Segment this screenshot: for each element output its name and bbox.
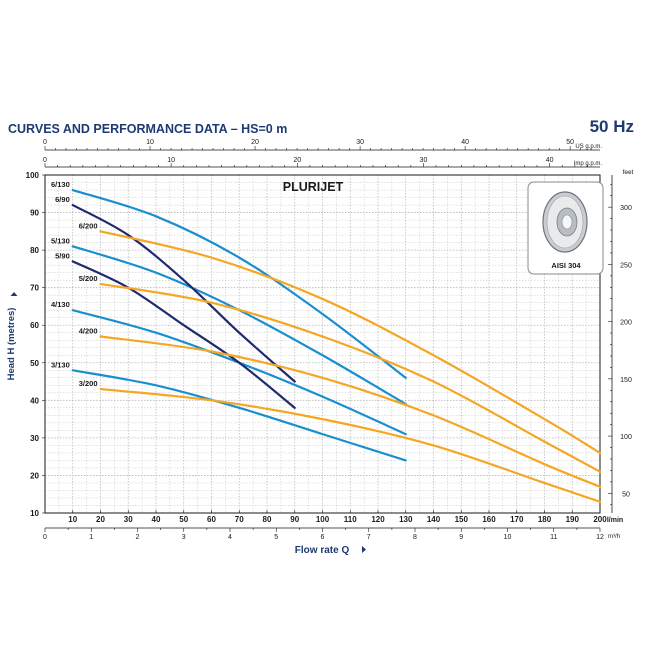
top-imp-tick-label: 30 xyxy=(420,157,428,164)
top-imp-tick-label: 0 xyxy=(43,157,47,164)
series-line-3-200 xyxy=(99,387,602,503)
right-tick-label: 150 xyxy=(620,377,632,384)
bottom-tick-label: 11 xyxy=(550,534,557,541)
y-tick-label: 20 xyxy=(30,471,39,480)
grid xyxy=(45,175,600,513)
series-line-5-90 xyxy=(71,260,296,409)
x-tick-label: 70 xyxy=(235,515,244,524)
x-tick-label: 120 xyxy=(371,515,385,524)
bottom-axis-unit: m³/h xyxy=(608,534,620,540)
top-tick-label: 40 xyxy=(461,139,469,146)
impeller-icon xyxy=(542,191,588,253)
y-tick-label: 90 xyxy=(30,209,39,218)
series-label-6-90: 6/90 xyxy=(55,195,70,204)
series-label-5-90: 5/90 xyxy=(55,251,70,260)
series-label-5-130: 5/130 xyxy=(51,236,70,245)
x-tick-label: 150 xyxy=(455,515,469,524)
top-tick-label: 50 xyxy=(566,139,574,146)
x-tick-label: 10 xyxy=(68,515,77,524)
y-tick-label: 70 xyxy=(30,284,39,293)
top-tick-label: 0 xyxy=(43,139,47,146)
y-tick-label: 50 xyxy=(30,359,39,368)
y-tick-label: 60 xyxy=(30,321,39,330)
bottom-tick-label: 0 xyxy=(43,534,47,541)
x-tick-label: 140 xyxy=(427,515,441,524)
page-title: CURVES AND PERFORMANCE DATA – HS=0 m xyxy=(8,122,288,136)
series-line-6-90 xyxy=(71,203,296,383)
bottom-tick-label: 5 xyxy=(274,534,278,541)
bottom-tick-label: 10 xyxy=(504,534,512,541)
x-tick-label: 130 xyxy=(399,515,413,524)
series-line-6-200 xyxy=(99,230,602,455)
series-label-4-200: 4/200 xyxy=(79,326,98,335)
impeller-bore xyxy=(561,214,573,230)
y-tick-label: 100 xyxy=(26,171,40,180)
bottom-tick-label: 6 xyxy=(321,534,325,541)
x-tick-label: 180 xyxy=(538,515,552,524)
right-tick-label: 200 xyxy=(620,320,632,327)
series-label-3-200: 3/200 xyxy=(79,379,98,388)
x-tick-label: 50 xyxy=(179,515,188,524)
series-label-4-130: 4/130 xyxy=(51,300,70,309)
y-tick-label: 40 xyxy=(30,396,39,405)
series-line-5-200 xyxy=(99,282,602,473)
x-axis-label: Flow rate Q xyxy=(295,545,350,556)
material-inset: AISI 304 xyxy=(527,181,604,275)
x-tick-label: 160 xyxy=(482,515,496,524)
y-tick-label: 10 xyxy=(30,509,39,518)
top-axis-unit: US g.p.m. xyxy=(575,144,602,150)
top-tick-label: 30 xyxy=(356,139,364,146)
x-tick-label: 170 xyxy=(510,515,524,524)
bottom-tick-label: 3 xyxy=(182,534,186,541)
y-axis-label: Head H (metres) xyxy=(6,308,17,381)
bottom-tick-label: 2 xyxy=(136,534,140,541)
x-tick-label: 60 xyxy=(207,515,216,524)
series-label-3-130: 3/130 xyxy=(51,360,70,369)
x-tick-label: 200 xyxy=(593,515,607,524)
right-axis-unit: feet xyxy=(623,169,634,176)
bottom-tick-label: 7 xyxy=(367,534,371,541)
right-tick-label: 250 xyxy=(620,262,632,269)
x-tick-label: 20 xyxy=(96,515,105,524)
top-imp-axis-unit: Imp g.p.m. xyxy=(574,161,603,167)
top-tick-label: 20 xyxy=(251,139,259,146)
top-imp-tick-label: 20 xyxy=(293,157,301,164)
x-tick-label: 30 xyxy=(124,515,133,524)
arrow-right-icon xyxy=(362,546,366,553)
x-tick-label: 80 xyxy=(263,515,272,524)
series-label-6-130: 6/130 xyxy=(51,180,70,189)
x-tick-label: 190 xyxy=(566,515,580,524)
bottom-tick-label: 12 xyxy=(596,534,604,541)
chart-title: PLURIJET xyxy=(283,180,344,194)
arrow-up-icon xyxy=(10,292,18,296)
bottom-tick-label: 1 xyxy=(89,534,93,541)
frequency-label: 50 Hz xyxy=(589,117,634,136)
x-tick-label: 40 xyxy=(152,515,161,524)
top-tick-label: 10 xyxy=(146,139,154,146)
top-imp-tick-label: 10 xyxy=(167,157,175,164)
top-imp-tick-label: 40 xyxy=(546,157,554,164)
series-line-3-130 xyxy=(71,369,407,462)
x-tick-label: 90 xyxy=(290,515,299,524)
series-line-4-200 xyxy=(99,335,602,488)
right-tick-label: 50 xyxy=(622,491,630,498)
right-tick-label: 100 xyxy=(620,434,632,441)
x-tick-label: 100 xyxy=(316,515,330,524)
series-label-5-200: 5/200 xyxy=(79,274,98,283)
x-tick-label: 110 xyxy=(344,515,357,524)
series-label-6-200: 6/200 xyxy=(79,221,98,230)
y-tick-label: 30 xyxy=(30,434,39,443)
curves: 6/130 5/130 4/130 3/130 6/90 5/90 6/200 5/200 4/… xyxy=(51,180,602,503)
series-line-6-130 xyxy=(71,188,407,379)
x-axis-unit: l/min xyxy=(607,517,623,524)
bottom-tick-label: 8 xyxy=(413,534,417,541)
inset-label: AISI 304 xyxy=(551,261,581,270)
y-tick-label: 80 xyxy=(30,246,39,255)
bottom-tick-label: 4 xyxy=(228,534,232,541)
bottom-tick-label: 9 xyxy=(459,534,463,541)
right-tick-label: 300 xyxy=(620,205,632,212)
